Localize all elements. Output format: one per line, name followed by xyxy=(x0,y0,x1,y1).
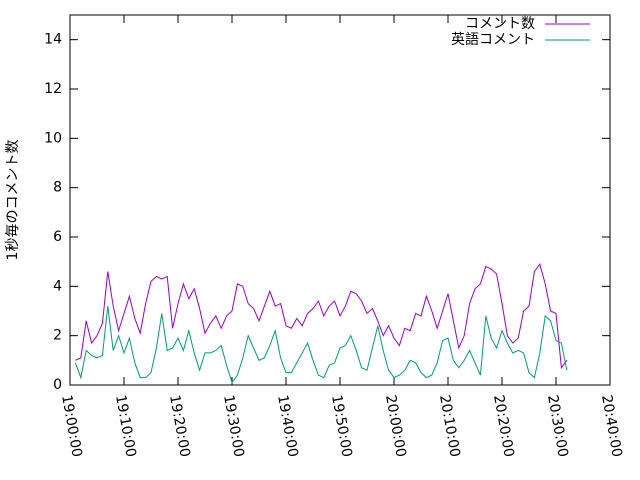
y-tick-label: 12 xyxy=(44,81,62,97)
x-tick-label: 19:50:00 xyxy=(328,394,355,459)
x-tick-label: 20:00:00 xyxy=(382,394,409,459)
x-tick-label: 19:20:00 xyxy=(166,394,193,459)
y-tick-label: 8 xyxy=(53,180,62,196)
x-tick-label: 19:00:00 xyxy=(58,394,85,459)
x-tick-label: 20:10:00 xyxy=(436,394,463,459)
y-tick-label: 0 xyxy=(53,377,62,393)
y-tick-label: 14 xyxy=(44,32,62,48)
y-tick-label: 2 xyxy=(53,328,62,344)
x-tick-label: 19:30:00 xyxy=(220,394,247,459)
plot-frame xyxy=(69,14,611,386)
x-tick-label: 20:30:00 xyxy=(544,394,571,459)
x-tick-label: 20:20:00 xyxy=(490,394,517,459)
legend-label: コメント数 xyxy=(465,16,535,32)
x-tick-label: 19:40:00 xyxy=(274,394,301,459)
series-line xyxy=(75,262,568,370)
y-tick-label: 4 xyxy=(53,278,62,294)
x-tick-label: 19:10:00 xyxy=(112,394,139,459)
y-tick-label: 6 xyxy=(53,229,62,245)
x-tick-label: 20:40:00 xyxy=(598,394,625,459)
y-axis-label: 1秒毎のコメント数 xyxy=(5,140,21,261)
series-line xyxy=(74,306,568,384)
y-tick-label: 10 xyxy=(44,130,62,146)
legend-label: 英語コメント xyxy=(451,31,535,48)
